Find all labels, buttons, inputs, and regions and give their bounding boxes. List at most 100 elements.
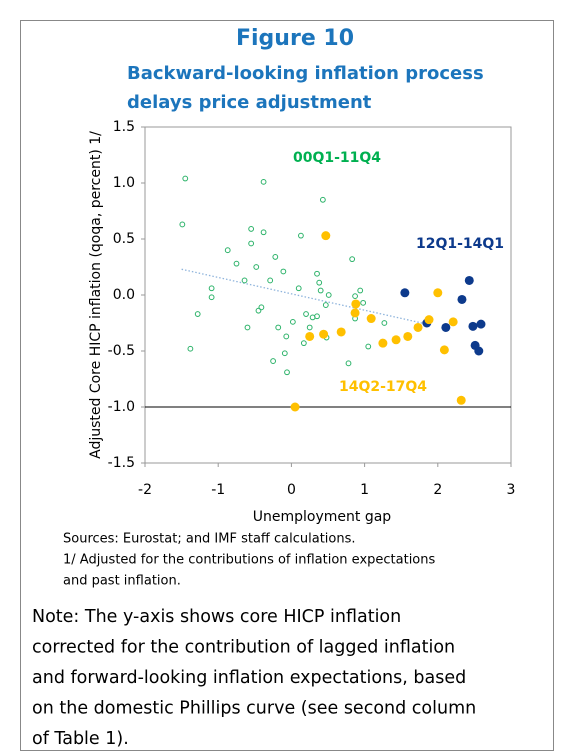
point: [360, 299, 367, 306]
y-axis-label: Adjusted Core HICP inflation (qoqa, perc…: [88, 131, 104, 459]
point: [400, 288, 410, 298]
x-tick-label: 1: [360, 482, 369, 498]
x-tick-label: -1: [211, 482, 225, 498]
point: [248, 240, 255, 247]
y-tick-label: -0.5: [108, 343, 135, 359]
point: [305, 331, 315, 341]
point: [317, 287, 324, 294]
y-tick-label: 1.5: [113, 119, 135, 135]
chart-subtitle: delays price adjustment: [127, 92, 372, 113]
source-line: Sources: Eurostat; and IMF staff calcula…: [63, 532, 356, 547]
point: [179, 221, 186, 228]
x-tick-label: 0: [287, 482, 296, 498]
x-tick-label: 3: [507, 482, 516, 498]
point: [325, 292, 332, 298]
x-tick-label: -2: [138, 482, 152, 498]
point: [403, 331, 413, 341]
point: [345, 360, 352, 367]
y-tick-label: 0.5: [113, 231, 135, 247]
point: [456, 395, 466, 405]
point: [224, 247, 231, 254]
point: [365, 343, 372, 350]
point: [366, 314, 376, 324]
note-line: on the domestic Phillips curve (see seco…: [32, 699, 476, 719]
point: [233, 260, 240, 267]
point: [352, 293, 358, 300]
point: [391, 335, 401, 345]
point: [241, 277, 248, 284]
note-line: of Table 1).: [32, 729, 129, 749]
frame: [20, 20, 554, 751]
point: [267, 277, 274, 284]
point: [314, 313, 320, 320]
point: [381, 320, 388, 326]
point: [194, 311, 201, 317]
point: [413, 322, 423, 332]
point: [441, 322, 451, 332]
x-axis-label: Unemployment gap: [253, 509, 392, 525]
point: [457, 294, 467, 304]
point: [306, 324, 313, 331]
point: [248, 226, 255, 232]
point: [357, 287, 364, 294]
point: [433, 288, 443, 298]
point: [319, 329, 329, 339]
point: [474, 346, 484, 356]
point: [300, 340, 307, 347]
point: [298, 232, 304, 239]
y-tick-label: 1.0: [113, 175, 135, 191]
point: [208, 294, 215, 301]
point: [336, 327, 346, 337]
source-line: 1/ Adjusted for the contributions of inf…: [63, 553, 435, 568]
point: [350, 308, 360, 318]
point: [439, 345, 449, 355]
point: [275, 324, 282, 331]
point: [270, 358, 277, 364]
point: [283, 333, 290, 340]
series-label: 14Q2-17Q4: [339, 379, 427, 395]
point: [284, 369, 290, 376]
point: [424, 315, 434, 325]
point: [322, 302, 329, 308]
note-line: corrected for the contribution of lagged…: [32, 638, 455, 658]
series-label: 12Q1-14Q1: [416, 236, 504, 252]
point: [464, 275, 474, 285]
y-tick-label: -1.5: [108, 455, 135, 471]
point: [244, 324, 251, 331]
point: [349, 256, 356, 263]
point: [314, 270, 320, 277]
point: [316, 279, 323, 286]
note-line: Note: The y-axis shows core HICP inflati…: [32, 607, 401, 627]
point: [303, 311, 309, 317]
series-label: 00Q1-11Q4: [293, 150, 381, 166]
point: [295, 285, 302, 292]
point: [448, 317, 458, 327]
chart-subtitle: Backward-looking inflation process: [127, 63, 484, 84]
x-tick-label: 2: [433, 482, 442, 498]
point: [260, 178, 267, 185]
point: [289, 318, 296, 325]
point: [319, 196, 326, 203]
point: [281, 350, 288, 357]
point: [208, 285, 215, 292]
note-line: and forward-looking inflation expectatio…: [32, 668, 466, 688]
point: [182, 175, 189, 182]
y-tick-label: -1.0: [108, 399, 135, 415]
point: [351, 299, 361, 309]
point: [260, 229, 267, 236]
point: [187, 345, 194, 352]
y-tick-label: 0.0: [113, 287, 135, 303]
point: [280, 268, 287, 275]
point: [468, 321, 478, 331]
point: [272, 254, 279, 260]
chart-title: Figure 10: [236, 26, 354, 51]
point: [290, 402, 300, 412]
point: [255, 307, 262, 314]
point: [378, 338, 388, 348]
point: [321, 231, 331, 241]
point: [258, 304, 265, 311]
point: [253, 264, 260, 270]
point: [476, 319, 486, 329]
